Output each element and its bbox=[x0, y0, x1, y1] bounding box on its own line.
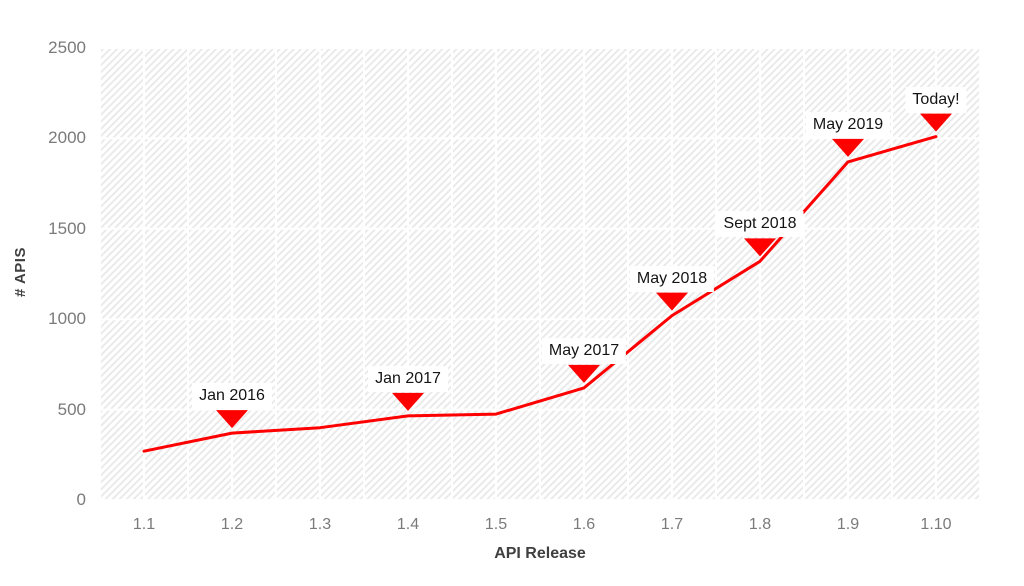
x-axis-tick-label: 1.9 bbox=[836, 516, 860, 533]
y-axis-title: # APIS bbox=[12, 247, 29, 297]
x-axis-tick-label: 1.1 bbox=[132, 516, 156, 533]
y-axis-tick-label: 1500 bbox=[48, 218, 86, 238]
y-axis-tick-label: 1000 bbox=[48, 309, 86, 329]
data-line bbox=[142, 135, 938, 453]
triangle-down-marker bbox=[832, 138, 864, 157]
x-axis-tick-label: 1.2 bbox=[220, 516, 244, 533]
x-axis-tick-label: 1.10 bbox=[920, 516, 952, 533]
y-axis-tick-label: 0 bbox=[76, 490, 86, 509]
triangle-down-marker bbox=[656, 292, 688, 311]
annotation-label: Today! bbox=[905, 86, 967, 113]
x-axis-title: API Release bbox=[494, 545, 586, 562]
x-axis-tick-label: 1.8 bbox=[748, 516, 772, 533]
api-count-line bbox=[142, 135, 938, 453]
x-axis-tick-label: 1.5 bbox=[484, 516, 508, 533]
triangle-down-marker bbox=[216, 410, 248, 429]
annotation-label: May 2017 bbox=[541, 337, 627, 364]
annotation-label: Sept 2018 bbox=[716, 211, 804, 238]
x-axis-tick-label: 1.7 bbox=[660, 516, 684, 533]
y-axis-tick-label: 500 bbox=[57, 399, 86, 419]
triangle-down-marker bbox=[568, 364, 600, 383]
triangle-down-marker bbox=[920, 113, 952, 132]
x-axis-tick-label: 1.3 bbox=[308, 516, 332, 533]
annotation-markers bbox=[216, 113, 952, 429]
x-axis-tick-label: 1.4 bbox=[396, 516, 420, 533]
annotation-label: May 2018 bbox=[629, 265, 715, 292]
annotation-label: Jan 2017 bbox=[368, 365, 448, 392]
gridlines bbox=[99, 47, 981, 501]
triangle-down-marker bbox=[392, 392, 424, 411]
x-axis-tick-label: 1.6 bbox=[572, 516, 596, 533]
annotation-label: May 2019 bbox=[805, 111, 891, 138]
y-axis-tick-label: 2000 bbox=[48, 128, 86, 148]
triangle-down-marker bbox=[744, 238, 776, 257]
y-axis-tick-label: 2500 bbox=[48, 38, 86, 57]
annotation-label: Jan 2016 bbox=[192, 383, 272, 410]
